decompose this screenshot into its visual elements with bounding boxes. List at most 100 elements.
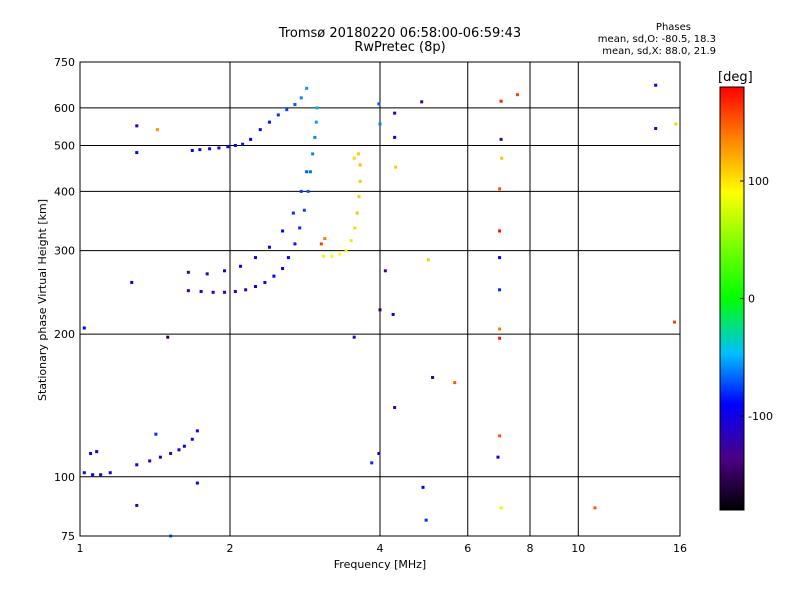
data-point — [313, 135, 317, 139]
x-tick-label: 4 — [377, 542, 384, 555]
x-tick-label: 1 — [77, 542, 84, 555]
data-point — [298, 226, 302, 230]
data-point — [378, 122, 382, 126]
data-point — [223, 290, 227, 294]
data-point — [223, 269, 227, 273]
data-point — [654, 83, 658, 87]
data-point — [91, 473, 95, 477]
colorbar-tick-label: 0 — [748, 293, 755, 306]
data-point — [158, 455, 162, 459]
data-point — [311, 152, 315, 156]
data-point — [190, 148, 194, 152]
data-point — [233, 289, 237, 293]
data-point — [314, 120, 318, 124]
data-point — [393, 406, 397, 410]
data-point — [499, 99, 503, 103]
data-point — [426, 258, 430, 262]
data-point — [305, 86, 309, 90]
data-point — [205, 272, 209, 276]
data-point — [226, 145, 230, 149]
colorbar-ticks: -100 0 100 — [740, 175, 773, 423]
data-point — [356, 152, 360, 156]
data-point — [498, 256, 502, 260]
data-point — [281, 229, 285, 233]
data-point — [211, 290, 215, 294]
data-point — [330, 254, 334, 258]
data-point — [249, 137, 253, 141]
data-point — [291, 211, 295, 215]
x-tick-label: 6 — [464, 542, 471, 555]
data-point — [267, 120, 271, 124]
data-point — [155, 128, 159, 132]
data-point — [208, 147, 212, 151]
data-point — [358, 179, 362, 183]
data-point — [253, 256, 257, 260]
data-point — [177, 448, 181, 452]
data-point — [299, 189, 303, 193]
data-point — [195, 481, 199, 485]
colorbar-unit-label: [deg] — [718, 70, 753, 85]
data-point — [394, 165, 398, 169]
data-point — [82, 471, 86, 475]
data-point — [99, 473, 103, 477]
data-point — [349, 239, 353, 243]
data-point — [383, 269, 387, 273]
colorbar-tick-label: -100 — [748, 410, 773, 423]
data-point — [306, 189, 310, 193]
data-point — [391, 312, 395, 316]
x-tick-label: 10 — [571, 542, 585, 555]
data-point — [673, 320, 677, 324]
data-point — [186, 270, 190, 274]
data-point — [308, 170, 312, 174]
x-axis-label: Frequency [MHz] — [334, 558, 426, 571]
data-point — [352, 156, 356, 160]
data-point — [370, 461, 374, 465]
data-point — [186, 289, 190, 293]
data-point — [135, 151, 139, 155]
x-tick-label: 16 — [673, 542, 687, 555]
data-point — [293, 242, 297, 246]
data-point — [293, 103, 297, 107]
data-point — [593, 506, 597, 510]
y-axis-label: Stationary phase Virtual Height [km] — [36, 199, 49, 401]
x-tick-label: 8 — [527, 542, 534, 555]
data-point — [498, 336, 502, 340]
data-point — [217, 146, 221, 150]
data-point — [253, 285, 257, 289]
data-point — [190, 437, 194, 441]
y-tick-label: 500 — [54, 139, 75, 152]
data-point — [89, 451, 93, 455]
data-point — [498, 288, 502, 292]
data-point — [323, 237, 327, 241]
data-point — [498, 187, 502, 191]
data-point — [420, 100, 424, 104]
phase-stats-o-mode: mean, sd,O: -80.5, 18.3 — [597, 34, 716, 45]
chart-title: Tromsø 20180220 06:58:00-06:59:43 — [278, 26, 522, 41]
data-point — [499, 137, 503, 141]
phase-stats-x-mode: mean, sd,X: 88.0, 21.9 — [602, 46, 716, 57]
data-point — [515, 93, 519, 97]
data-point — [357, 195, 361, 199]
data-point — [421, 485, 425, 489]
data-point — [654, 126, 658, 130]
y-tick-label: 75 — [61, 530, 75, 543]
data-point — [286, 256, 290, 260]
data-point — [498, 434, 502, 438]
data-point — [377, 102, 381, 106]
y-tick-label: 600 — [54, 102, 75, 115]
plot-frame — [79, 61, 681, 537]
data-point — [276, 113, 280, 117]
data-point — [95, 450, 99, 454]
data-point — [498, 229, 502, 233]
data-point — [315, 106, 319, 110]
data-point — [302, 208, 306, 212]
data-point — [453, 381, 457, 385]
x-tick-label: 2 — [227, 542, 234, 555]
data-point — [135, 463, 139, 467]
data-point — [281, 267, 285, 271]
data-point — [263, 280, 267, 284]
data-point — [352, 335, 356, 339]
data-point — [377, 451, 381, 455]
